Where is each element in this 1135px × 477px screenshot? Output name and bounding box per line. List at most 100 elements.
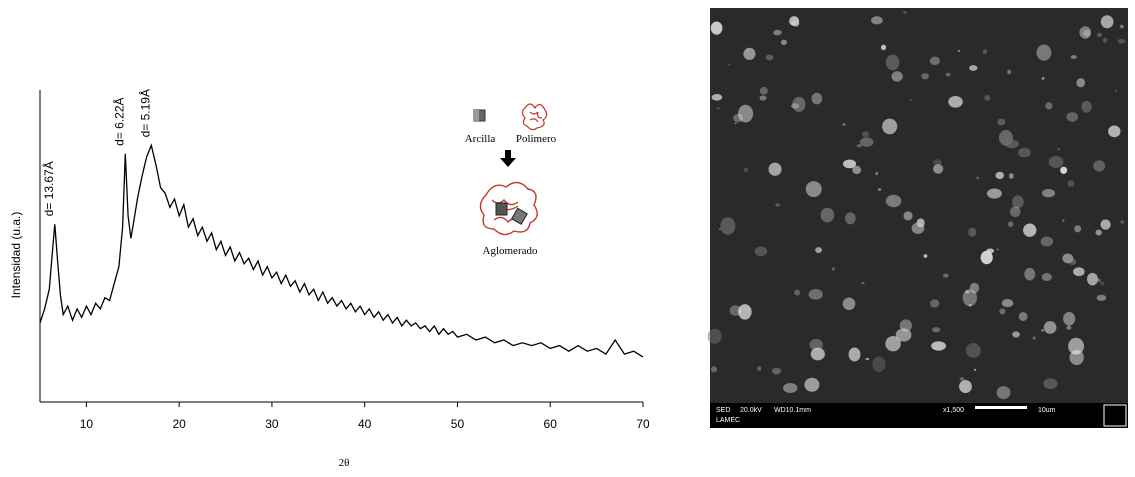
particle: [909, 99, 913, 101]
particle: [1043, 321, 1057, 334]
particle: [746, 49, 749, 52]
particle: [921, 73, 929, 80]
particle: [759, 86, 768, 95]
particle: [1068, 258, 1077, 266]
particle: [965, 290, 970, 294]
agglomerate-label: Aglomerado: [483, 245, 538, 257]
particle: [1100, 219, 1111, 230]
particle: [930, 299, 940, 308]
particle: [1081, 100, 1092, 113]
particle: [1086, 272, 1099, 286]
particle: [932, 327, 941, 333]
inset: Arcilla Polimero Aglomerado: [465, 103, 557, 257]
particle: [1100, 15, 1114, 29]
particle: [738, 304, 752, 320]
particle: [1102, 37, 1108, 43]
particle: [877, 188, 882, 191]
particle: [743, 167, 748, 173]
particle: [1067, 180, 1075, 187]
particle: [903, 11, 907, 14]
particle: [885, 54, 900, 71]
particle: [865, 357, 870, 361]
particle: [948, 95, 963, 108]
particle: [805, 181, 822, 198]
particles: [707, 11, 1126, 400]
lab: LAMEC: [716, 417, 740, 424]
particle: [942, 273, 949, 278]
particle: [842, 297, 856, 311]
particle: [754, 246, 768, 257]
particle: [861, 282, 865, 285]
detector: SED: [716, 407, 730, 414]
particle: [1008, 173, 1014, 179]
particle: [859, 137, 874, 147]
particle: [997, 118, 1006, 126]
particle: [1024, 267, 1036, 281]
particle: [707, 328, 722, 344]
particle: [1074, 225, 1082, 233]
peak-annotation: d= 5.19Å: [137, 89, 152, 137]
working-distance: WD10.1mm: [774, 407, 811, 414]
particle: [903, 211, 913, 221]
particle: [895, 328, 912, 342]
voltage: 20.0kV: [740, 407, 762, 414]
particle: [871, 16, 883, 25]
particle: [1093, 160, 1106, 172]
particle: [982, 49, 988, 55]
x-tick-label: 70: [636, 417, 650, 431]
particle: [1040, 236, 1054, 247]
particle: [773, 29, 782, 36]
particle: [932, 159, 942, 165]
particle: [1066, 112, 1079, 122]
particle: [996, 386, 1011, 400]
particle: [794, 289, 801, 296]
particle: [969, 282, 980, 294]
particle: [1048, 155, 1064, 169]
particle: [1041, 273, 1052, 282]
polymer-icon: [521, 103, 548, 131]
particle: [1062, 253, 1074, 264]
y-axis-label: Intensidad (u.a.): [9, 212, 23, 299]
micrograph: SED 20.0kV WD10.1mm x1,500 10um LAMEC: [707, 8, 1128, 428]
particle: [768, 162, 782, 176]
particle: [965, 343, 981, 358]
particle: [794, 22, 799, 28]
particle: [811, 92, 823, 105]
particle: [852, 165, 862, 175]
particle: [1096, 278, 1101, 282]
particle: [856, 144, 862, 148]
particle: [1012, 195, 1024, 209]
particle: [1066, 325, 1072, 330]
particle: [1001, 299, 1014, 308]
particle: [1012, 331, 1020, 338]
particle: [743, 47, 756, 61]
particle: [1095, 229, 1102, 236]
particle: [820, 207, 835, 223]
particle: [931, 341, 946, 351]
particle: [1036, 44, 1052, 61]
clay-label: Arcilla: [465, 133, 496, 145]
particle: [1062, 219, 1065, 222]
peak-annotation: d= 13.67Å: [41, 161, 56, 216]
particle: [771, 367, 782, 375]
particle: [1120, 24, 1124, 29]
particle: [1018, 147, 1031, 158]
info-bar: [710, 403, 1128, 428]
particle: [1041, 189, 1056, 198]
particle: [875, 172, 879, 176]
particle: [1045, 102, 1053, 110]
particle: [969, 65, 978, 71]
particle: [1108, 125, 1121, 138]
scale: 10um: [1038, 407, 1056, 414]
agglomerate-icon: [479, 181, 538, 236]
particle: [1068, 337, 1085, 355]
particle: [1032, 336, 1036, 340]
particle: [957, 49, 961, 52]
particle: [791, 103, 800, 109]
particle: [848, 347, 861, 362]
particle: [891, 71, 903, 82]
particle: [1060, 166, 1068, 174]
particle: [962, 289, 978, 307]
particle: [916, 218, 925, 228]
